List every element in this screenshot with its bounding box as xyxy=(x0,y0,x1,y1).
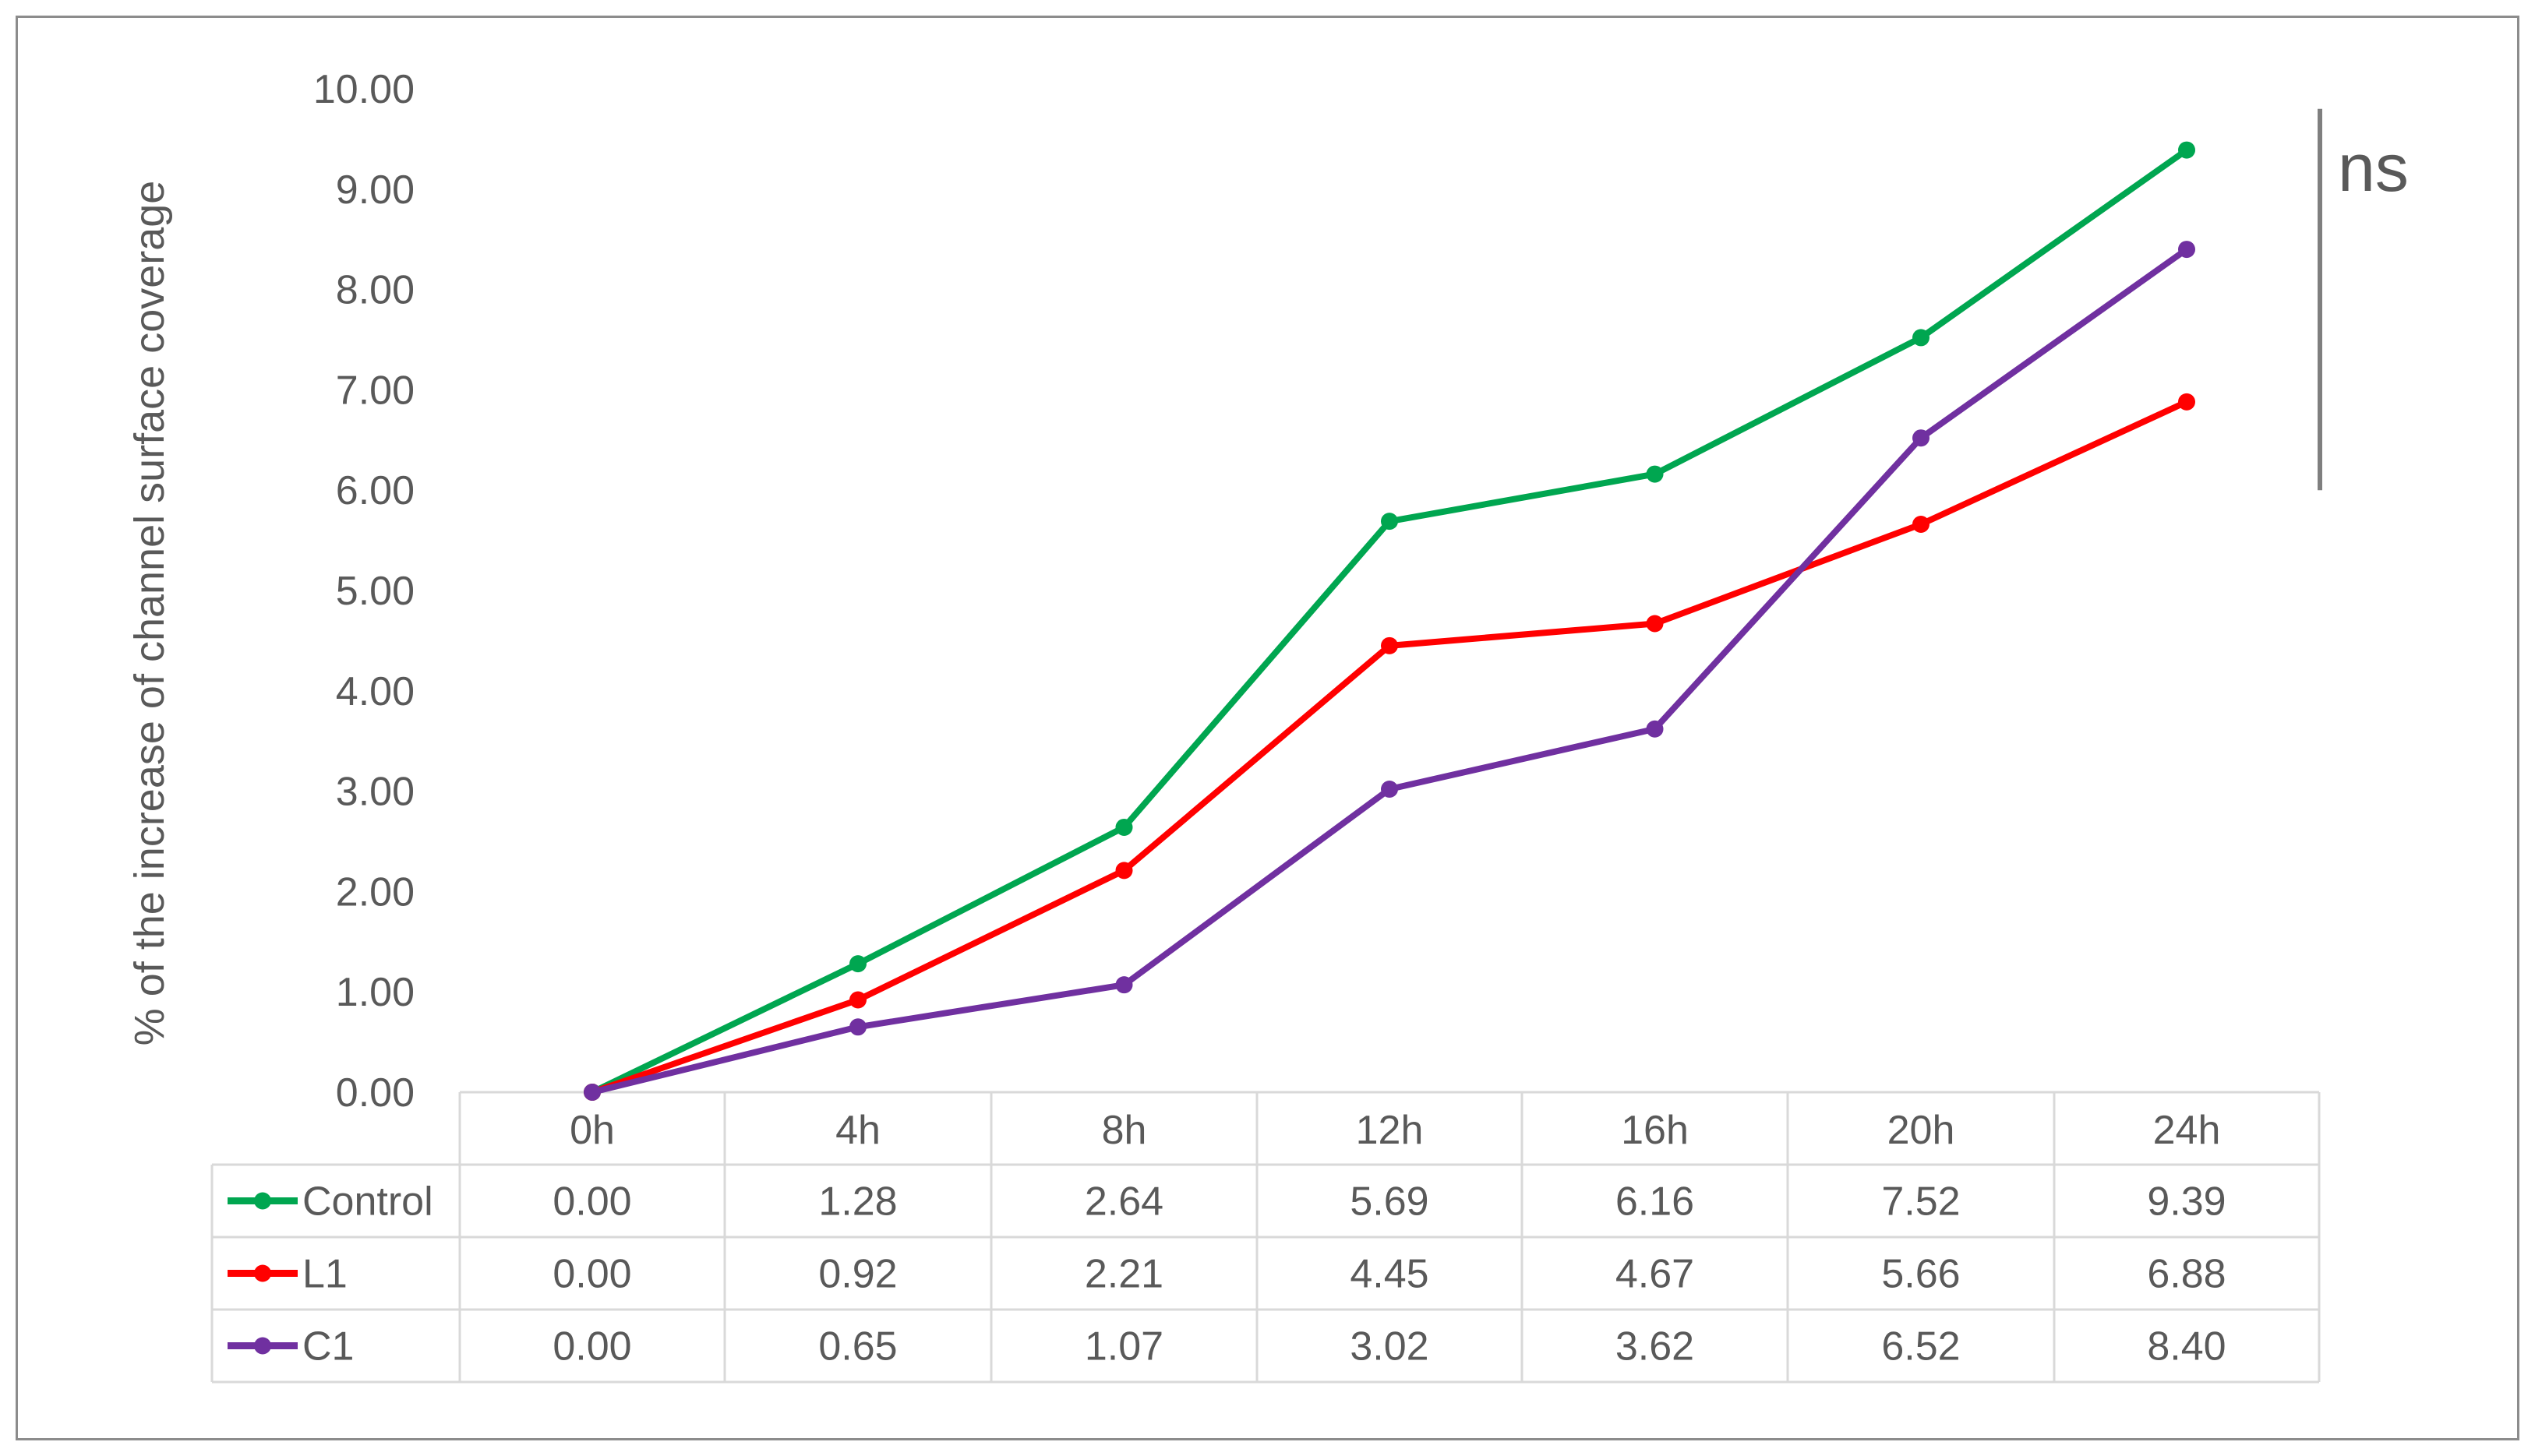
table-value-cell: 9.39 xyxy=(2147,1179,2226,1225)
table-value-cell: 0.00 xyxy=(553,1324,631,1370)
y-tick-label: 5.00 xyxy=(336,569,415,614)
table-value-cell: 4.45 xyxy=(1350,1252,1428,1297)
series-line xyxy=(591,147,2189,1095)
table-value-cell: 0.00 xyxy=(553,1179,631,1225)
data-point xyxy=(1646,615,1664,633)
series-lines xyxy=(584,141,2195,1101)
series-line xyxy=(591,246,2189,1095)
table-value-cell: 1.28 xyxy=(818,1179,897,1225)
data-point xyxy=(1912,515,1929,533)
y-tick-label: 10.00 xyxy=(313,67,415,112)
legend-key-marker xyxy=(254,1192,271,1210)
table-value-cell: 2.64 xyxy=(1085,1179,1163,1225)
legend-series-name: L1 xyxy=(302,1252,348,1297)
data-point xyxy=(849,955,867,973)
y-axis-ticks: 0.00 1.00 2.00 3.00 4.00 5.00 6.00 7.00 8.00 9.00… xyxy=(313,67,415,1116)
significance-annotation: ns xyxy=(2318,108,2409,491)
table-value-cell: 3.62 xyxy=(1615,1324,1694,1370)
chart-frame xyxy=(16,16,2519,1440)
y-tick-label: 6.00 xyxy=(336,468,415,513)
table-value-cell: 0.92 xyxy=(818,1252,897,1297)
table-value-cell: 5.69 xyxy=(1350,1179,1428,1225)
y-tick-label: 0.00 xyxy=(336,1070,415,1116)
table-value-cell: 6.16 xyxy=(1615,1179,1694,1225)
legend-series-name: Control xyxy=(302,1179,433,1225)
data-point xyxy=(2178,393,2195,411)
data-point xyxy=(1115,818,1133,836)
series-line xyxy=(591,399,2188,1095)
table-value-cell: 6.52 xyxy=(1881,1324,1960,1370)
x-tick-label: 16h xyxy=(1621,1108,1689,1153)
legend-key-marker xyxy=(254,1337,271,1355)
table-value-cell: 8.40 xyxy=(2147,1324,2226,1370)
data-point xyxy=(1115,862,1133,880)
data-point xyxy=(1381,781,1398,799)
table-value-cell: 2.21 xyxy=(1085,1252,1163,1297)
data-point xyxy=(2178,241,2195,259)
x-tick-label: 0h xyxy=(570,1108,615,1153)
y-tick-label: 4.00 xyxy=(336,669,415,714)
x-tick-label: 4h xyxy=(835,1108,881,1153)
x-tick-label: 12h xyxy=(1356,1108,1424,1153)
table-value-cell: 4.67 xyxy=(1615,1252,1694,1297)
data-table: 0h 4h 8h 12h 16h 20h 24h Control 0.00 1.28 2.64 5.6… xyxy=(210,1091,2321,1384)
legend-key-marker xyxy=(254,1264,271,1282)
legend-series-name: C1 xyxy=(302,1324,354,1370)
data-point xyxy=(1115,976,1133,994)
data-point xyxy=(849,1018,867,1036)
y-axis-title: % of the increase of channel surface cov… xyxy=(126,181,173,1046)
data-point xyxy=(1381,636,1398,654)
table-value-cell: 0.65 xyxy=(818,1324,897,1370)
data-point xyxy=(1646,465,1664,483)
significance-label: ns xyxy=(2338,131,2409,206)
data-point xyxy=(1646,720,1664,738)
y-tick-label: 2.00 xyxy=(336,869,415,915)
data-point xyxy=(1912,429,1929,447)
data-point xyxy=(584,1084,601,1101)
data-point xyxy=(2178,141,2195,159)
data-point xyxy=(1381,513,1398,531)
x-tick-label: 20h xyxy=(1887,1108,1955,1153)
data-point xyxy=(1912,329,1929,347)
y-tick-label: 9.00 xyxy=(336,167,415,213)
y-tick-label: 7.00 xyxy=(336,368,415,413)
table-value-cell: 3.02 xyxy=(1350,1324,1428,1370)
x-tick-label: 24h xyxy=(2153,1108,2221,1153)
table-value-cell: 0.00 xyxy=(553,1252,631,1297)
table-value-cell: 7.52 xyxy=(1881,1179,1960,1225)
table-value-cell: 5.66 xyxy=(1881,1252,1960,1297)
data-point xyxy=(849,991,867,1009)
y-tick-label: 3.00 xyxy=(336,770,415,815)
y-tick-label: 1.00 xyxy=(336,970,415,1015)
table-value-cell: 6.88 xyxy=(2147,1252,2226,1297)
table-value-cell: 1.07 xyxy=(1085,1324,1163,1370)
y-tick-label: 8.00 xyxy=(336,268,415,313)
x-tick-label: 8h xyxy=(1102,1108,1147,1153)
